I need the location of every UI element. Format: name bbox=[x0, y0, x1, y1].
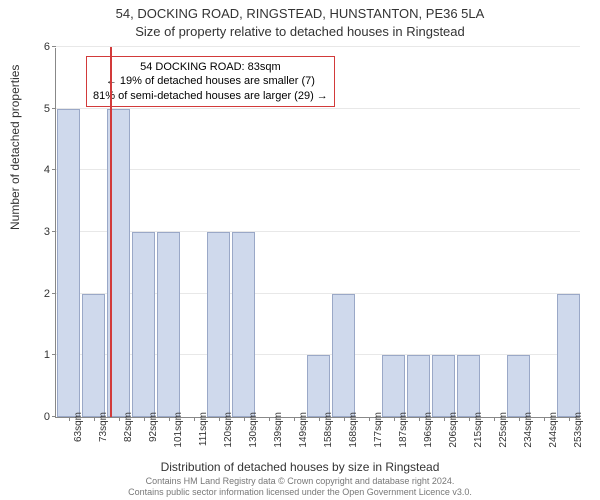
y-tick-mark bbox=[52, 108, 56, 109]
x-tick-label: 244sqm bbox=[548, 412, 559, 448]
x-tick-mark bbox=[369, 417, 370, 421]
x-tick-mark bbox=[294, 417, 295, 421]
x-tick-mark bbox=[194, 417, 195, 421]
y-tick-label: 0 bbox=[28, 411, 50, 423]
x-tick-mark bbox=[119, 417, 120, 421]
x-axis-label: Distribution of detached houses by size … bbox=[0, 460, 600, 474]
bar bbox=[332, 294, 355, 417]
bar bbox=[207, 232, 230, 417]
y-tick-label: 4 bbox=[28, 164, 50, 176]
y-tick-mark bbox=[52, 354, 56, 355]
x-tick-label: 234sqm bbox=[523, 412, 534, 448]
bar bbox=[432, 355, 455, 417]
x-tick-label: 149sqm bbox=[298, 412, 309, 448]
x-tick-mark bbox=[394, 417, 395, 421]
annotation-box: 54 DOCKING ROAD: 83sqm ← 19% of detached… bbox=[86, 56, 335, 107]
x-tick-label: 139sqm bbox=[273, 412, 284, 448]
footer-line2: Contains public sector information licen… bbox=[0, 487, 600, 498]
x-tick-label: 253sqm bbox=[573, 412, 584, 448]
y-tick-label: 6 bbox=[28, 41, 50, 53]
x-tick-label: 215sqm bbox=[473, 412, 484, 448]
property-marker-line bbox=[110, 47, 112, 417]
y-tick-mark bbox=[52, 46, 56, 47]
gridline bbox=[56, 169, 580, 170]
x-tick-label: 168sqm bbox=[348, 412, 359, 448]
y-tick-label: 5 bbox=[28, 103, 50, 115]
bar bbox=[457, 355, 480, 417]
bar bbox=[157, 232, 180, 417]
bar bbox=[132, 232, 155, 417]
chart-title-line2: Size of property relative to detached ho… bbox=[0, 24, 600, 39]
chart-title-line1: 54, DOCKING ROAD, RINGSTEAD, HUNSTANTON,… bbox=[0, 6, 600, 21]
x-tick-mark bbox=[144, 417, 145, 421]
x-tick-mark bbox=[69, 417, 70, 421]
footer-text: Contains HM Land Registry data © Crown c… bbox=[0, 476, 600, 498]
gridline bbox=[56, 108, 580, 109]
x-tick-label: 206sqm bbox=[448, 412, 459, 448]
x-tick-mark bbox=[269, 417, 270, 421]
x-tick-mark bbox=[569, 417, 570, 421]
gridline bbox=[56, 46, 580, 47]
x-tick-label: 111sqm bbox=[198, 412, 209, 446]
bar bbox=[82, 294, 105, 417]
x-tick-mark bbox=[319, 417, 320, 421]
x-tick-mark bbox=[219, 417, 220, 421]
y-tick-label: 2 bbox=[28, 288, 50, 300]
bar bbox=[557, 294, 580, 417]
bar bbox=[232, 232, 255, 417]
x-tick-mark bbox=[344, 417, 345, 421]
x-tick-label: 187sqm bbox=[398, 412, 409, 448]
x-tick-mark bbox=[494, 417, 495, 421]
y-tick-mark bbox=[52, 231, 56, 232]
bar bbox=[382, 355, 405, 417]
x-tick-mark bbox=[469, 417, 470, 421]
x-tick-mark bbox=[94, 417, 95, 421]
annotation-line1: 54 DOCKING ROAD: 83sqm bbox=[93, 60, 328, 74]
x-tick-mark bbox=[544, 417, 545, 421]
bar bbox=[57, 109, 80, 417]
bar bbox=[507, 355, 530, 417]
footer-line1: Contains HM Land Registry data © Crown c… bbox=[0, 476, 600, 487]
x-tick-label: 158sqm bbox=[323, 412, 334, 448]
x-tick-mark bbox=[519, 417, 520, 421]
chart-container: 54, DOCKING ROAD, RINGSTEAD, HUNSTANTON,… bbox=[0, 0, 600, 500]
x-tick-mark bbox=[444, 417, 445, 421]
y-tick-mark bbox=[52, 293, 56, 294]
x-tick-label: 225sqm bbox=[498, 412, 509, 448]
y-tick-label: 1 bbox=[28, 349, 50, 361]
x-tick-mark bbox=[244, 417, 245, 421]
bar bbox=[307, 355, 330, 417]
y-tick-label: 3 bbox=[28, 226, 50, 238]
x-tick-label: 120sqm bbox=[223, 412, 234, 448]
bar bbox=[407, 355, 430, 417]
annotation-line2: ← 19% of detached houses are smaller (7) bbox=[93, 74, 328, 88]
y-tick-mark bbox=[52, 169, 56, 170]
x-tick-label: 196sqm bbox=[423, 412, 434, 448]
x-tick-label: 130sqm bbox=[248, 412, 259, 448]
y-tick-mark bbox=[52, 416, 56, 417]
x-tick-label: 177sqm bbox=[373, 412, 384, 448]
x-tick-mark bbox=[169, 417, 170, 421]
x-tick-label: 101sqm bbox=[173, 412, 184, 448]
annotation-line3: 81% of semi-detached houses are larger (… bbox=[93, 89, 328, 103]
plot-area: 54 DOCKING ROAD: 83sqm ← 19% of detached… bbox=[55, 48, 580, 418]
x-tick-mark bbox=[419, 417, 420, 421]
y-axis-label: Number of detached properties bbox=[8, 65, 22, 230]
